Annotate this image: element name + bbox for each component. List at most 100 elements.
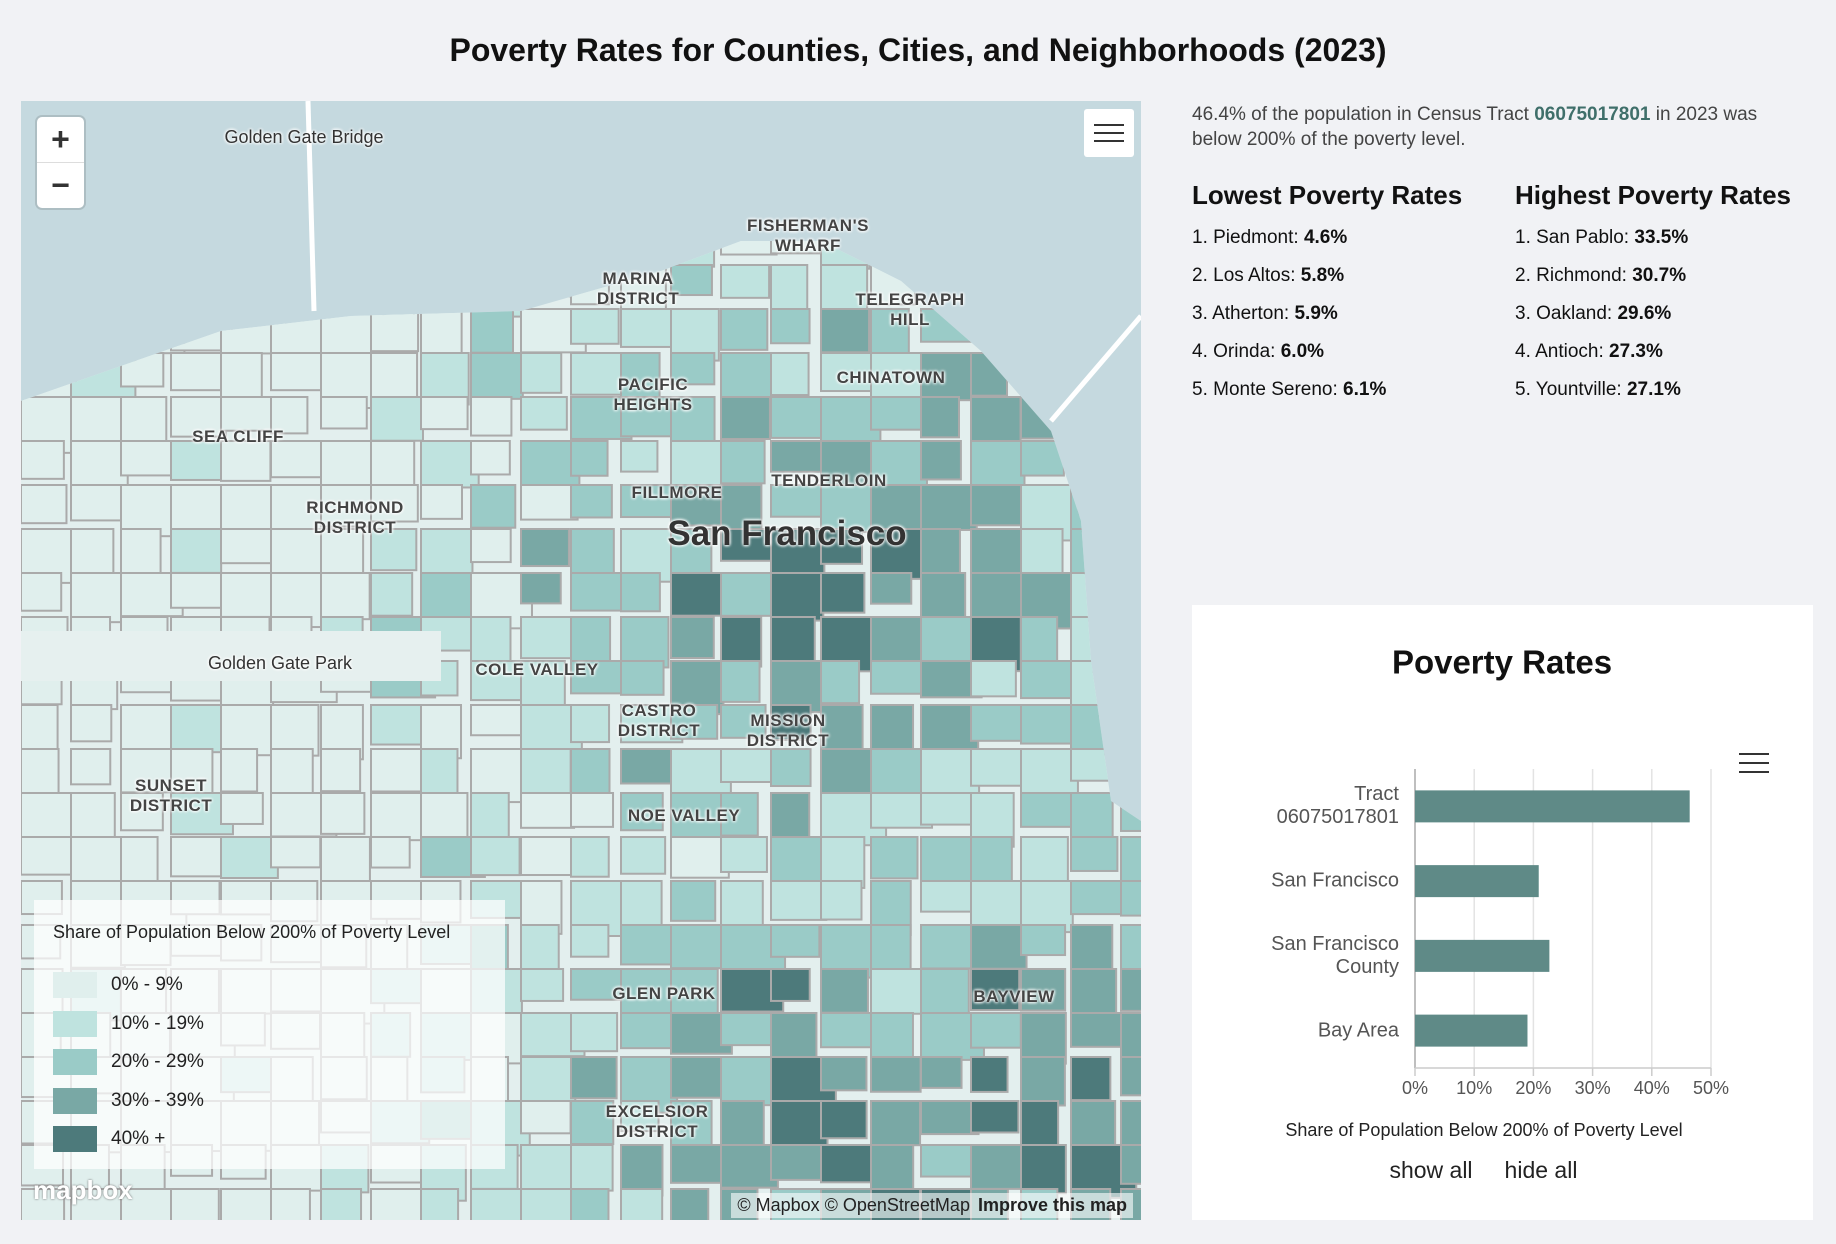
- tract: [21, 484, 68, 525]
- item-value: 4.6%: [1303, 227, 1348, 248]
- tract: [920, 241, 984, 264]
- tract: [520, 1056, 577, 1105]
- legend-label: 30% - 39%: [111, 1089, 204, 1111]
- tract: [720, 440, 766, 485]
- tract: [320, 572, 371, 621]
- tract: [1020, 880, 1074, 934]
- x-tick-label: 30%: [1575, 1078, 1611, 1098]
- tract: [520, 924, 560, 977]
- tract: [970, 704, 1028, 742]
- item-value: 5.9%: [1294, 303, 1338, 324]
- bar: [1415, 790, 1690, 823]
- list-item: 1. San Pablo: 33.5%: [1515, 227, 1815, 265]
- tract: [320, 241, 360, 277]
- map-label: SUNSET DISTRICT: [129, 776, 213, 815]
- improve-link[interactable]: Improve this map: [977, 1195, 1127, 1215]
- item-label: 3. Atherton:: [1192, 303, 1290, 324]
- tract: [620, 1100, 660, 1133]
- tract: [670, 1100, 713, 1152]
- tract: [920, 484, 978, 531]
- tract: [1120, 396, 1141, 454]
- tract: [1070, 264, 1136, 310]
- tract: [1120, 440, 1141, 496]
- tract: [870, 968, 926, 1015]
- tract: [720, 616, 763, 668]
- item-value: 6.1%: [1343, 379, 1387, 400]
- tract: [820, 528, 864, 565]
- mapbox-logo[interactable]: mapbox: [33, 1175, 133, 1205]
- tract: [820, 1100, 868, 1140]
- chart-menu[interactable]: [1739, 753, 1769, 773]
- legend: Share of Population Below 200% of Povert…: [34, 900, 505, 1169]
- tract: [1020, 748, 1079, 802]
- tract: [870, 396, 930, 431]
- tract: [170, 440, 226, 481]
- list-item: 1. Piedmont: 4.6%: [1192, 227, 1492, 265]
- y-tick-label: Bay Area: [1317, 1019, 1399, 1042]
- tract: [970, 396, 1022, 447]
- x-tick-label: 50%: [1693, 1078, 1729, 1098]
- tract: [820, 880, 863, 921]
- x-tick-label: 0%: [1402, 1078, 1428, 1098]
- tract: [1070, 484, 1111, 533]
- hide-all-button[interactable]: hide all: [1504, 1157, 1578, 1183]
- map-label: MARINA DISTRICT: [596, 269, 680, 308]
- tract: [570, 792, 615, 828]
- tract: [1020, 836, 1069, 884]
- tract: [270, 440, 324, 479]
- tract: [970, 1012, 1022, 1049]
- tract: [470, 396, 513, 437]
- tract: [670, 1188, 710, 1220]
- tract: [1070, 528, 1119, 576]
- show-all-button[interactable]: show all: [1389, 1157, 1473, 1183]
- attribution-text[interactable]: © Mapbox © OpenStreetMap: [737, 1195, 970, 1215]
- tract: [21, 440, 65, 480]
- zoom-in[interactable]: +: [51, 121, 70, 157]
- tract: [520, 528, 570, 568]
- tract: [220, 440, 272, 482]
- tract: [1070, 308, 1125, 348]
- map-label: PACIFIC HEIGHTS: [613, 375, 693, 414]
- tract: [1120, 352, 1141, 389]
- tract: [970, 241, 1016, 272]
- tract: [370, 704, 425, 746]
- tract: [1120, 748, 1141, 781]
- tract: [70, 792, 116, 839]
- tract: [670, 440, 725, 488]
- tract: [870, 1056, 922, 1093]
- tract: [570, 924, 610, 958]
- tract: [720, 308, 769, 351]
- tract: [870, 660, 926, 695]
- tract: [70, 748, 112, 786]
- tract: [320, 264, 380, 315]
- tract: [970, 660, 1017, 698]
- tract: [520, 352, 563, 394]
- tract: [170, 241, 232, 270]
- tract: [370, 241, 422, 277]
- tract: [770, 748, 812, 788]
- map-label: RICHMOND DISTRICT: [306, 498, 404, 537]
- tract: [620, 1012, 679, 1050]
- tract: [21, 308, 79, 352]
- zoom-out[interactable]: −: [51, 167, 70, 203]
- list-item: 5. Yountville: 27.1%: [1515, 379, 1815, 417]
- tract: [670, 704, 719, 740]
- tract: [720, 792, 759, 837]
- tract: [620, 440, 659, 473]
- tract: [520, 968, 565, 1002]
- tract: [770, 660, 826, 714]
- tract: [120, 308, 186, 355]
- map[interactable]: Golden Gate Bridge FISHERMAN'S WHARF MARIN…: [21, 101, 1141, 1220]
- list-item: 3. Atherton: 5.9%: [1192, 303, 1492, 341]
- map-label: FISHERMAN'S WHARF: [747, 216, 869, 255]
- tract: [670, 352, 716, 386]
- tract: [520, 748, 572, 797]
- map-menu[interactable]: [1084, 109, 1134, 157]
- tract: [620, 1188, 664, 1220]
- tract: [220, 528, 280, 565]
- list-heading: Lowest Poverty Rates: [1192, 180, 1463, 210]
- tract: [520, 1188, 574, 1220]
- tract: [720, 1144, 779, 1189]
- tract: [170, 748, 214, 801]
